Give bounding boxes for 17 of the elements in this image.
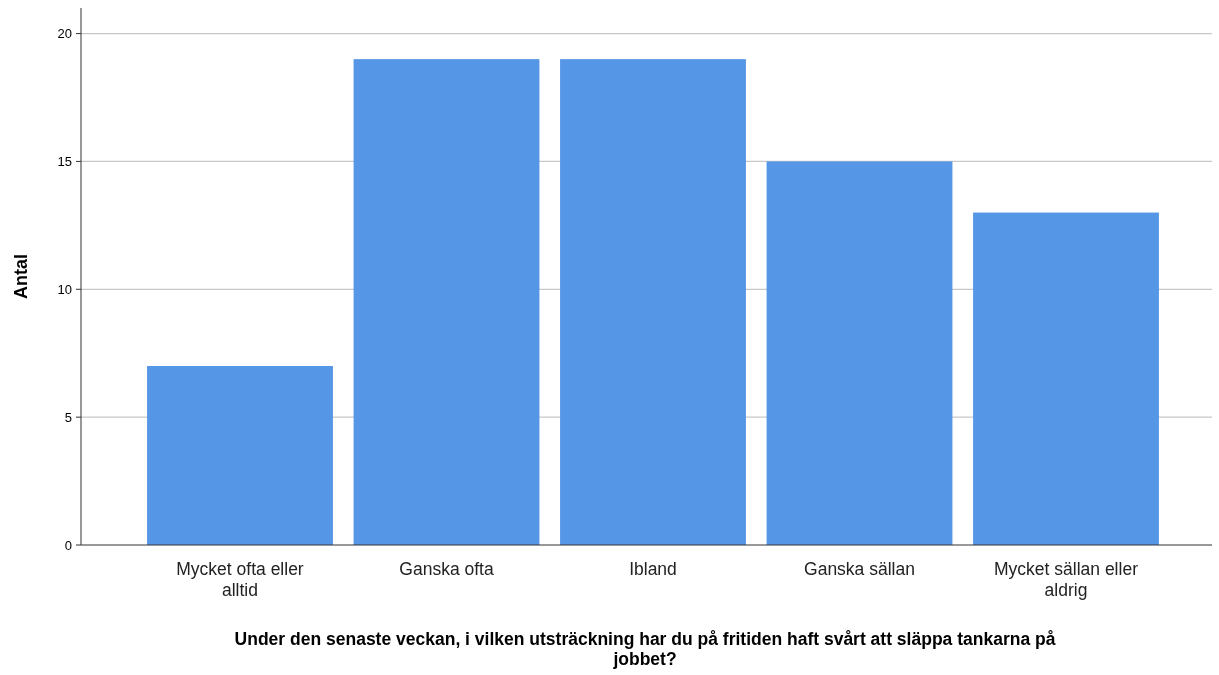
x-tick-label: Ibland <box>629 559 677 579</box>
y-tick-label: 15 <box>57 153 72 169</box>
y-axis-title: Antal <box>11 254 31 299</box>
y-tick-label: 20 <box>57 26 72 42</box>
bar <box>560 59 746 545</box>
x-tick-label: Ganska sällan <box>804 559 915 579</box>
x-tick-label: Mycket ofta eller alltid <box>176 559 304 600</box>
bar <box>353 59 540 545</box>
x-tick-label: Ganska ofta <box>399 559 494 579</box>
y-tick-label: 5 <box>64 409 72 425</box>
bar <box>766 161 953 545</box>
bar <box>147 366 333 545</box>
y-tick-label: 10 <box>57 281 72 297</box>
y-tick-label: 0 <box>64 537 72 553</box>
bar <box>973 212 1159 545</box>
x-axis-title: Under den senaste veckan, i vilken utsträckning har du på fritiden haft svårt att släppa tankarna på jobbet? <box>234 629 1056 669</box>
x-tick-label: Mycket sällan eller aldrig <box>994 559 1139 600</box>
